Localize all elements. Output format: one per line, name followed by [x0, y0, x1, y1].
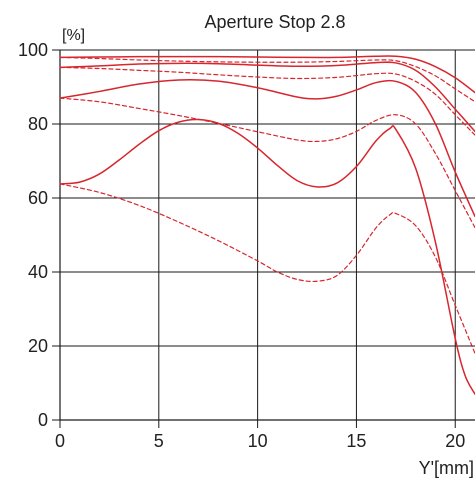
chart-title: Aperture Stop 2.8	[204, 12, 345, 32]
y-tick-label: 100	[18, 40, 48, 60]
y-tick-label: 60	[28, 188, 48, 208]
solid-series-line-7	[59, 118, 475, 395]
dashed-series-line-4	[59, 66, 475, 136]
x-tick-label: 20	[445, 431, 465, 451]
dashed-series-line-6	[59, 97, 475, 229]
y-tick-label: 40	[28, 262, 48, 282]
dashed-series-line-8	[59, 183, 475, 354]
series-lines	[59, 55, 475, 395]
x-tick-label: 15	[346, 431, 366, 451]
y-axis-unit-label: [%]	[62, 27, 85, 44]
y-tick-label: 20	[28, 336, 48, 356]
x-tick-label: 5	[154, 431, 164, 451]
solid-series-line-5	[59, 79, 475, 218]
x-tick-label: 0	[55, 431, 65, 451]
solid-series-line-3	[59, 61, 475, 133]
x-tick-label: 10	[248, 431, 268, 451]
x-axis-unit-label: Y'[mm]	[419, 458, 474, 478]
y-tick-label: 80	[28, 114, 48, 134]
axes	[52, 49, 475, 428]
solid-series-line-1	[59, 55, 475, 94]
tick-labels: 0 20 40 60 80 100 0 5 10 15 20	[18, 40, 465, 451]
y-tick-label: 0	[38, 410, 48, 430]
